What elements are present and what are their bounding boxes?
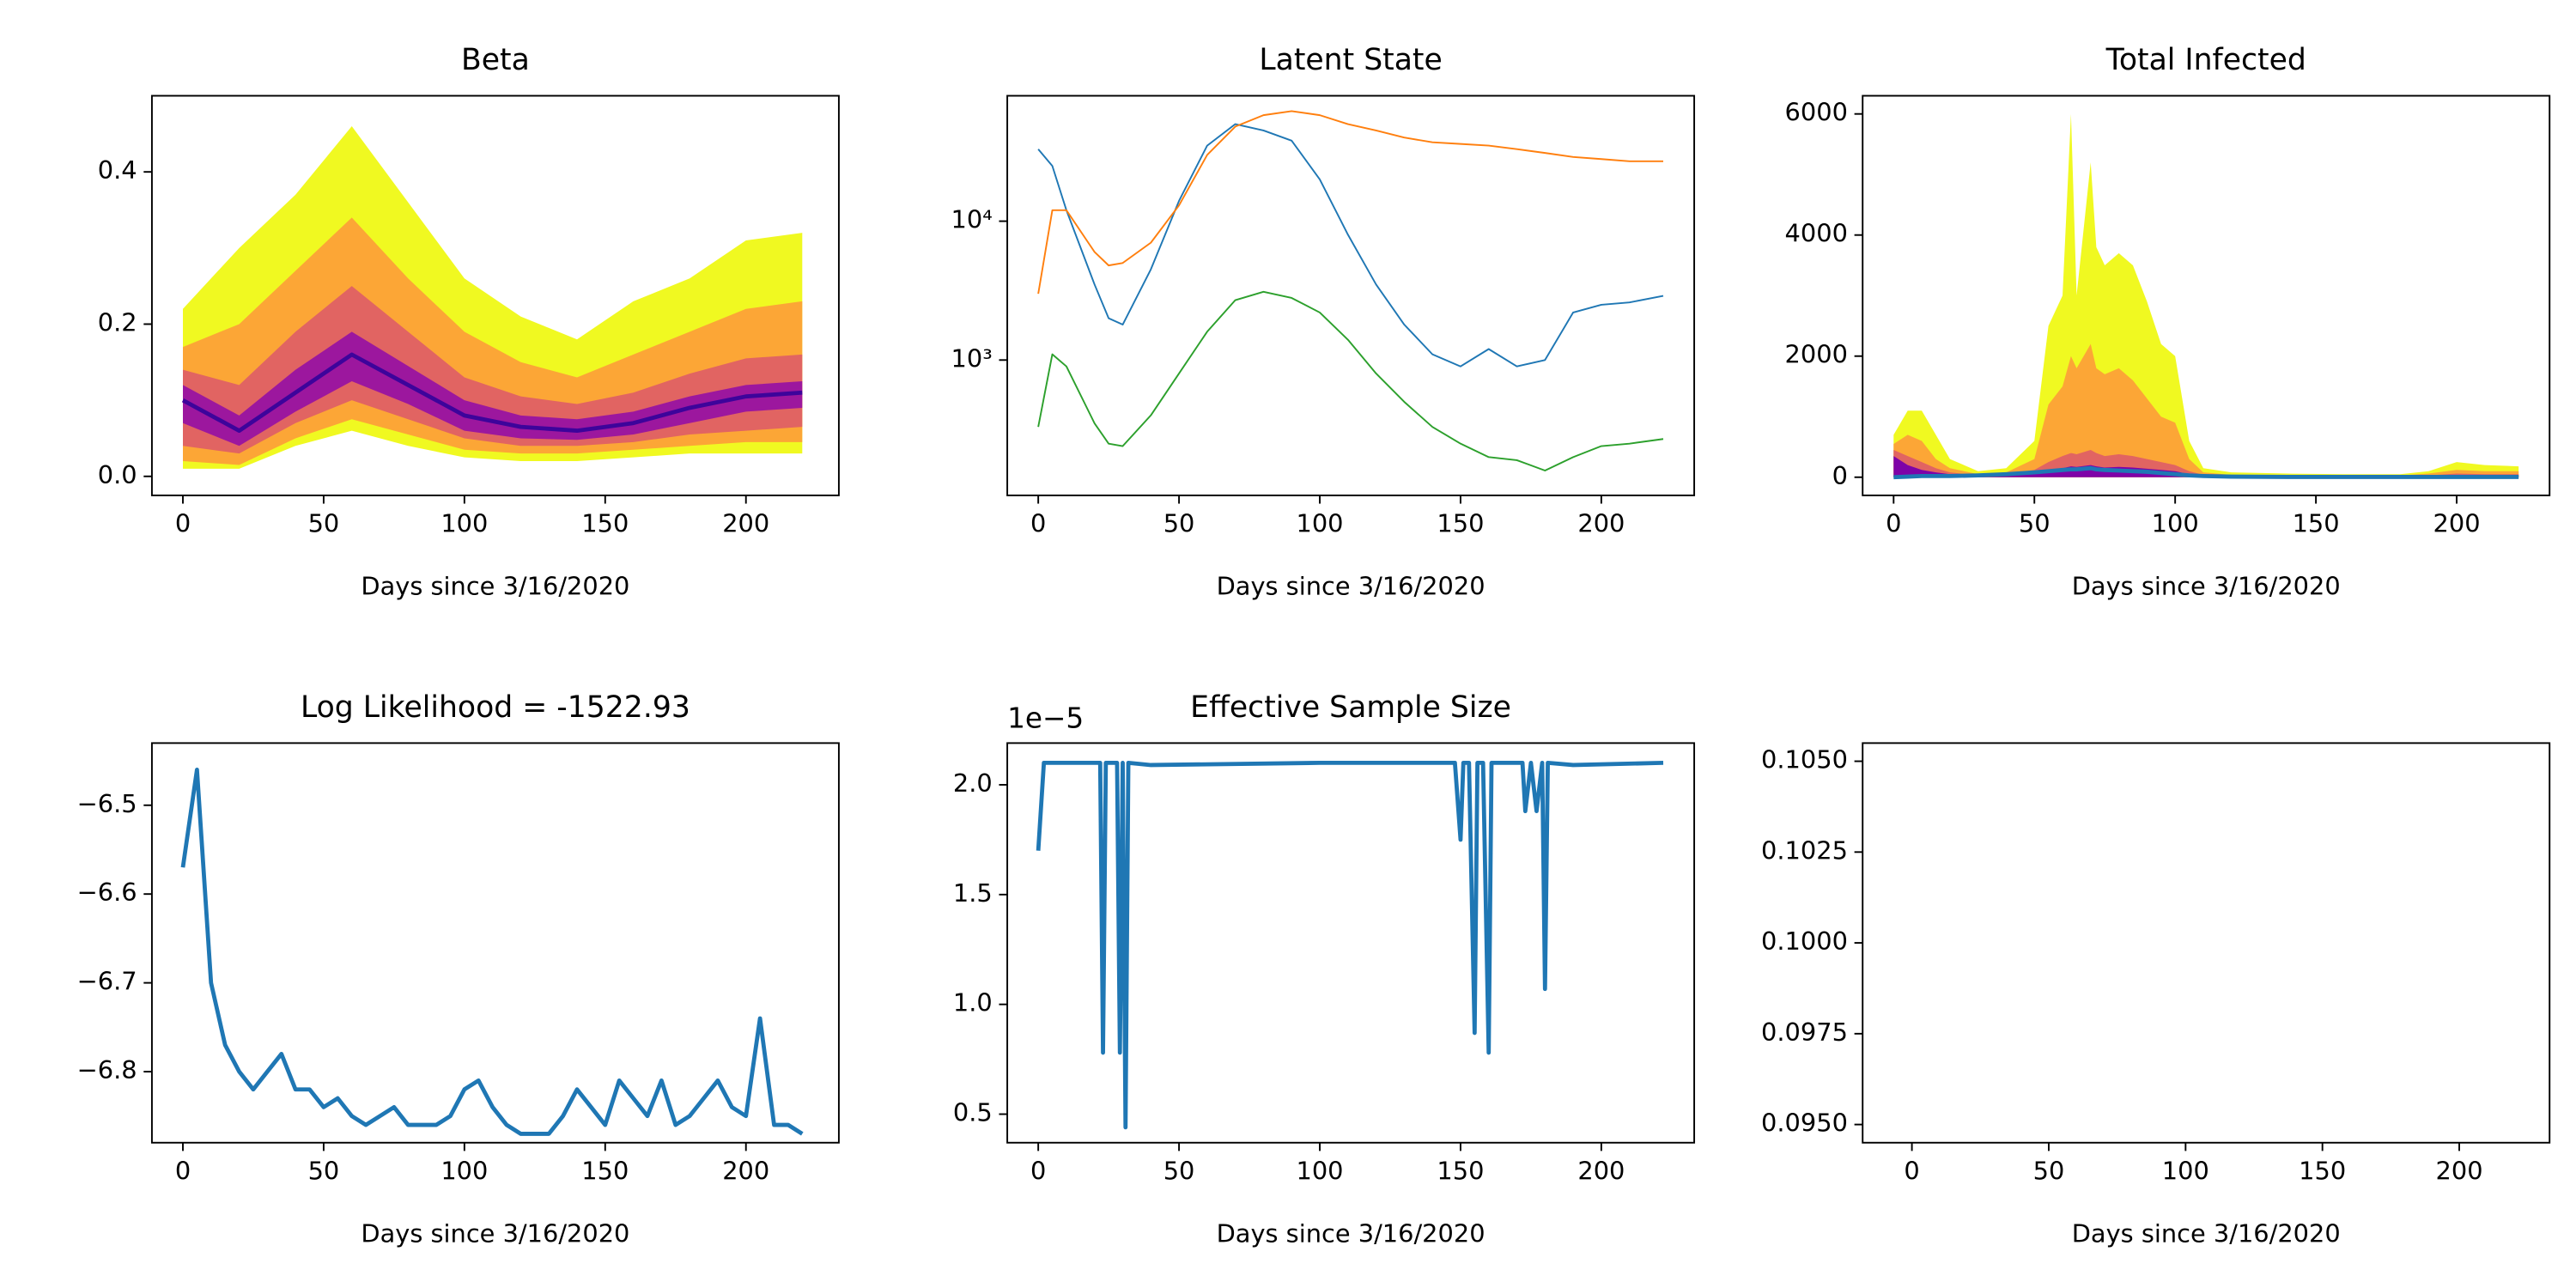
y-tick-label: −6.6 xyxy=(77,878,137,907)
x-tick-label: 150 xyxy=(1437,509,1484,538)
x-tick-label: 100 xyxy=(2162,1156,2209,1185)
line xyxy=(1037,290,1664,471)
plot-area xyxy=(1036,760,1664,1130)
y-tick-label: −6.8 xyxy=(77,1055,137,1084)
x-tick-label: 200 xyxy=(722,509,769,538)
axes-title: Total Infected xyxy=(2105,43,2306,77)
x-tick-label: 150 xyxy=(1437,1156,1484,1185)
x-tick-label: 200 xyxy=(1577,1156,1625,1185)
x-tick-label: 200 xyxy=(1577,509,1625,538)
x-tick-label: 0 xyxy=(1904,1156,1919,1185)
y-tick-label: −6.7 xyxy=(77,967,137,996)
x-axis-label: Days since 3/16/2020 xyxy=(1217,1218,1485,1248)
x-tick-label: 50 xyxy=(1163,1156,1195,1185)
axes-frame xyxy=(1006,742,1696,1144)
x-axis-label: Days since 3/16/2020 xyxy=(2072,572,2341,601)
line xyxy=(1036,760,1664,1130)
x-tick-label: 0 xyxy=(1886,509,1901,538)
x-tick-label: 0 xyxy=(1030,509,1046,538)
y-tick-label: 10⁴ xyxy=(951,205,993,234)
y-tick-label: 0 xyxy=(1832,461,1848,490)
x-tick-label: 0 xyxy=(1030,1156,1046,1185)
plot-area xyxy=(180,768,804,1136)
x-tick-label: 150 xyxy=(2293,509,2340,538)
y-tick-label: 0.5 xyxy=(953,1098,993,1127)
axes-title: Effective Sample Size xyxy=(1190,690,1511,725)
line xyxy=(181,352,803,433)
y-tick-label: 1.5 xyxy=(953,878,993,908)
y-tick-label: −6.5 xyxy=(77,789,137,818)
x-axis-label: Days since 3/16/2020 xyxy=(1217,572,1485,601)
plot-area xyxy=(1037,110,1664,471)
y-tick-label: 0.1025 xyxy=(1761,835,1848,865)
axes-frame xyxy=(150,742,840,1144)
y-tick-label: 0.0 xyxy=(98,460,137,489)
x-tick-label: 150 xyxy=(581,509,629,538)
x-tick-label: 0 xyxy=(175,509,191,538)
axes-frame xyxy=(1006,94,1696,496)
x-tick-label: 50 xyxy=(1163,509,1195,538)
y-tick-label: 10³ xyxy=(951,343,993,373)
line xyxy=(1037,110,1664,295)
x-tick-label: 50 xyxy=(2033,1156,2065,1185)
y-tick-label: 2.0 xyxy=(953,769,993,798)
y-tick-label: 0.1050 xyxy=(1761,745,1848,775)
plot-area xyxy=(1893,113,2519,480)
x-tick-label: 100 xyxy=(440,1156,488,1185)
line xyxy=(1893,465,2519,480)
x-tick-label: 200 xyxy=(722,1156,769,1185)
x-tick-label: 50 xyxy=(308,1156,340,1185)
y-tick-label: 0.0975 xyxy=(1761,1018,1848,1047)
x-tick-label: 150 xyxy=(581,1156,629,1185)
axes-frame xyxy=(150,94,840,496)
y-tick-label: 0.4 xyxy=(98,155,137,185)
band xyxy=(1893,113,2519,477)
line xyxy=(1037,123,1664,368)
x-tick-label: 0 xyxy=(175,1156,191,1185)
x-tick-label: 200 xyxy=(2433,509,2481,538)
x-tick-label: 150 xyxy=(2299,1156,2346,1185)
axes-title: Beta xyxy=(461,43,530,77)
plot-area xyxy=(181,125,803,469)
axes-title: Latent State xyxy=(1259,43,1442,77)
x-tick-label: 100 xyxy=(2152,509,2199,538)
band xyxy=(1893,343,2519,477)
x-tick-label: 100 xyxy=(440,509,488,538)
x-tick-label: 50 xyxy=(2019,509,2050,538)
y-tick-label: 2000 xyxy=(1785,340,1848,369)
x-tick-label: 100 xyxy=(1296,509,1343,538)
axes-frame xyxy=(1862,94,2551,496)
x-tick-label: 200 xyxy=(2436,1156,2483,1185)
x-tick-label: 100 xyxy=(1296,1156,1343,1185)
x-tick-label: 50 xyxy=(308,509,340,538)
y-tick-label: 1.0 xyxy=(953,988,993,1018)
line xyxy=(180,768,804,1136)
axes-frame xyxy=(1862,742,2551,1144)
x-axis-label: Days since 3/16/2020 xyxy=(361,1218,629,1248)
offset-label: 1e−5 xyxy=(1007,702,1084,734)
y-tick-label: 0.1000 xyxy=(1761,927,1848,956)
y-tick-label: 0.2 xyxy=(98,307,137,337)
x-axis-label: Days since 3/16/2020 xyxy=(361,572,629,601)
x-axis-label: Days since 3/16/2020 xyxy=(2072,1218,2341,1248)
y-tick-label: 6000 xyxy=(1785,98,1848,127)
y-tick-label: 0.0950 xyxy=(1761,1109,1848,1138)
axes-title: Log Likelihood = -1522.93 xyxy=(301,690,690,725)
y-tick-label: 4000 xyxy=(1785,219,1848,248)
